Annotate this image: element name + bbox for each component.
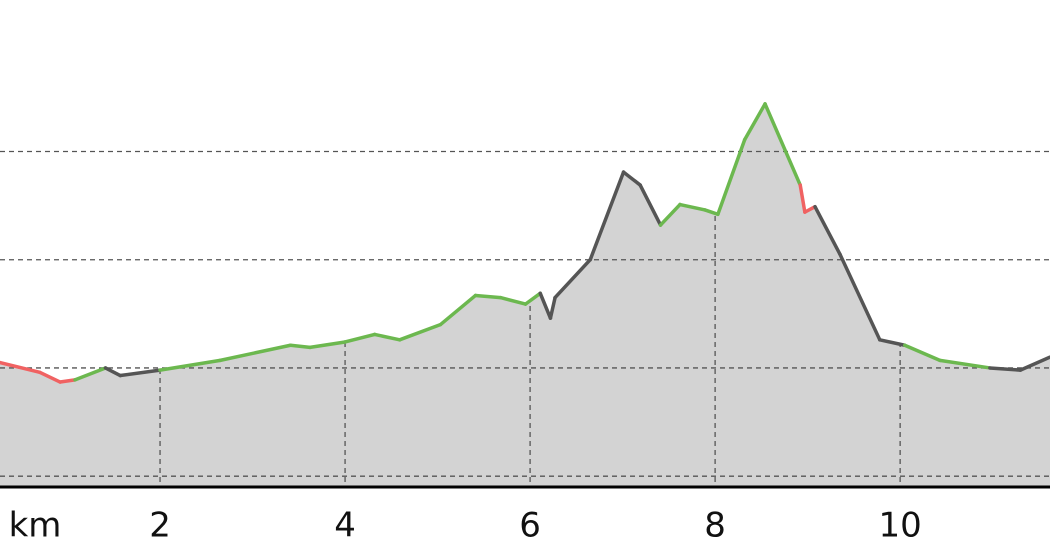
elevation-segment: [538, 291, 553, 320]
elevation-segment: [658, 202, 682, 227]
elevation-segment: [838, 252, 882, 342]
elevation-segment: [473, 293, 503, 300]
x-tick-label: 8: [704, 506, 726, 546]
elevation-segment: [38, 370, 62, 384]
elevation-segment: [798, 183, 807, 214]
x-tick-label: 6: [519, 506, 541, 546]
elevation-segment: [73, 366, 108, 382]
elevation-segment: [803, 204, 817, 214]
elevation-segment: [343, 332, 377, 344]
elevation-segment: [118, 368, 162, 378]
elevation-segment: [438, 293, 478, 327]
elevation-segment: [621, 170, 642, 187]
elevation-segment: [716, 137, 747, 217]
elevation-segment: [498, 295, 528, 306]
x-tick-label: 2: [149, 506, 171, 546]
elevation-segment: [703, 208, 720, 217]
elevation-segment: [218, 343, 293, 363]
elevation-segment: [548, 295, 557, 320]
elevation-segment: [1018, 355, 1050, 372]
elevation-segment: [553, 257, 592, 300]
elevation-segment: [588, 170, 626, 262]
elevation-segment: [678, 202, 707, 212]
elevation-segment: [988, 366, 1023, 372]
elevation-segment: [288, 343, 312, 350]
elevation-segment: [103, 366, 123, 378]
elevation-segment: [0, 360, 42, 375]
elevation-segment: [372, 332, 402, 342]
elevation-segment: [397, 322, 443, 342]
elevation-segment: [763, 102, 802, 187]
elevation-segment: [938, 358, 992, 370]
elevation-segment: [308, 340, 347, 350]
elevation-segment: [58, 378, 77, 384]
elevation-segment: [158, 358, 222, 372]
elevation-segment: [742, 102, 767, 142]
x-tick-label: 4: [334, 506, 356, 546]
elevation-segment: [903, 343, 942, 363]
elevation-area: [0, 103, 1050, 487]
elevation-segment: [638, 183, 663, 227]
x-tick-label: 10: [878, 506, 921, 546]
x-axis-label: km: [9, 506, 62, 546]
elevation-segment: [523, 291, 543, 306]
elevation-segment: [878, 338, 907, 347]
elevation-segment: [813, 204, 842, 257]
